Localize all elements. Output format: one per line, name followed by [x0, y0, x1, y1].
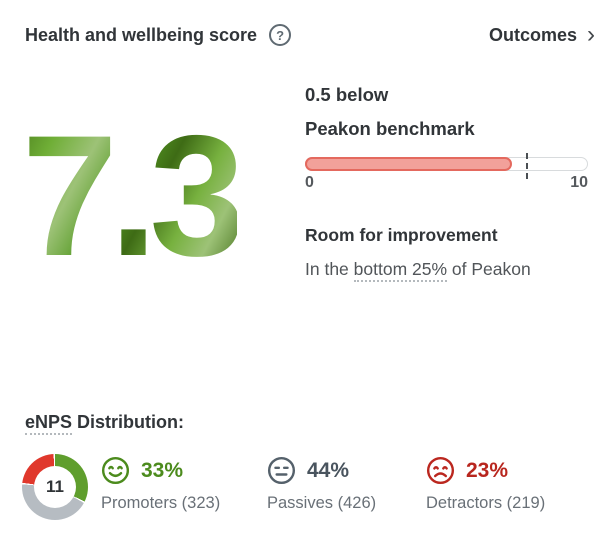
benchmark-text: 0.5 below Peakon benchmark — [305, 78, 475, 146]
outcomes-link[interactable]: Outcomes › — [488, 21, 595, 48]
page-title: Health and wellbeing score — [25, 24, 258, 45]
promoters-label: Promoters (323) — [101, 494, 221, 512]
enps-group: 44% Passives (426) — [267, 456, 376, 513]
detractors-label: Detractors (219) — [426, 494, 546, 512]
help-glyph: ? — [276, 27, 285, 43]
help-icon[interactable]: ? — [269, 24, 292, 46]
assessment-suffix: of Peakon — [447, 259, 531, 279]
chevron-right-icon: › — [587, 21, 595, 48]
enps-gauge-value: 11 — [34, 466, 76, 508]
assessment-prefix: In the — [305, 259, 354, 279]
scale-min-label: 0 — [305, 174, 314, 191]
benchmark-bar-fill — [305, 157, 512, 171]
sad-face-icon — [426, 456, 455, 485]
assessment-sentence: In the bottom 25% of Peakon — [305, 259, 531, 282]
assessment-title: Room for improvement — [305, 225, 498, 245]
assessment-highlight[interactable]: bottom 25% — [353, 259, 448, 282]
enps-group: 23% Detractors (219) — [426, 456, 545, 513]
detractors-percent: 23% — [466, 458, 509, 482]
enps-group: 33% Promoters (323) — [101, 456, 220, 513]
outcomes-label: Outcomes — [488, 24, 577, 45]
benchmark-name: Peakon benchmark — [305, 118, 475, 139]
benchmark-delta: 0.5 below — [305, 84, 389, 105]
enps-term[interactable]: eNPS — [25, 412, 73, 435]
scale-max-label: 10 — [570, 174, 588, 191]
score-value: 7.3 — [22, 100, 245, 292]
happy-face-icon — [101, 456, 130, 485]
benchmark-bar — [305, 153, 588, 179]
passives-percent: 44% — [307, 458, 350, 482]
promoters-percent: 33% — [141, 458, 184, 482]
benchmark-marker — [525, 153, 528, 179]
neutral-face-icon — [267, 456, 296, 485]
enps-title: eNPS Distribution: — [25, 412, 185, 435]
enps-title-rest: Distribution: — [72, 412, 185, 432]
passives-label: Passives (426) — [267, 494, 377, 512]
benchmark-scale: 0 10 — [305, 174, 588, 192]
enps-donut-gauge: 11 — [22, 454, 88, 520]
widget-header: Health and wellbeing score ? Outcomes › — [25, 22, 595, 48]
